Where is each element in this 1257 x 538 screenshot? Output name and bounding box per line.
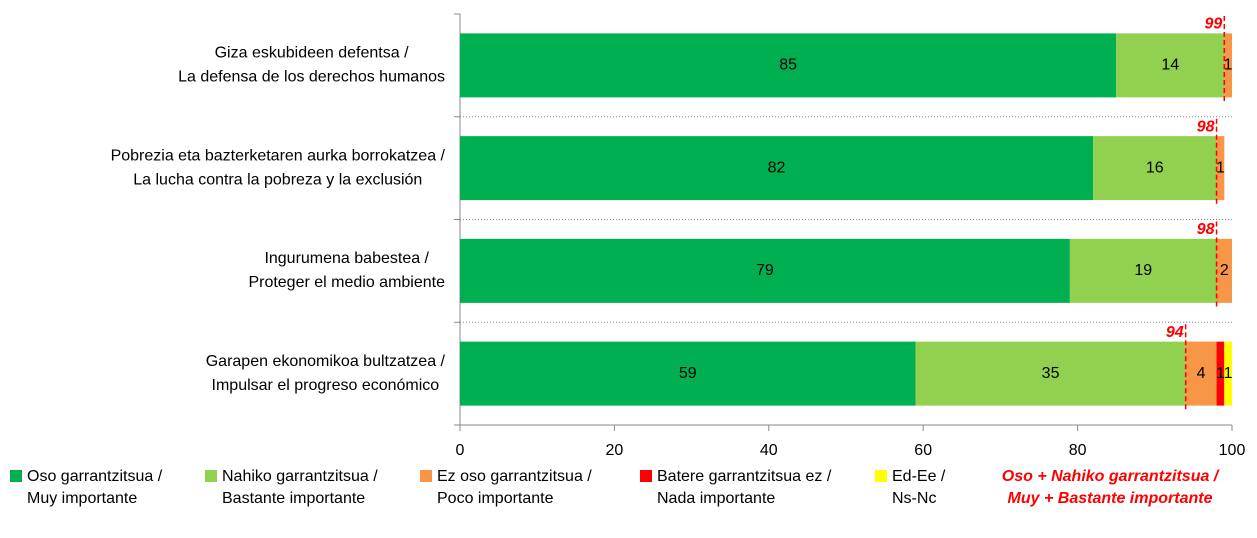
bar-segment <box>1185 341 1217 406</box>
total-label: 99 <box>1204 16 1222 33</box>
value-label: 2 <box>1220 262 1229 279</box>
bar-segment <box>1093 136 1217 201</box>
legend-label: Oso + Nahiko garrantzitsua / <box>1002 468 1220 485</box>
legend-swatch <box>875 470 887 482</box>
legend-swatch <box>420 470 432 482</box>
legend-label: Nada importante <box>657 490 775 507</box>
legend-label: Bastante importante <box>222 490 365 507</box>
x-tick-label: 60 <box>914 442 932 459</box>
legend-label: Ed-Ee / <box>892 468 946 485</box>
category-label: La defensa de los derechos humanos <box>178 69 445 86</box>
bar-segment <box>1116 33 1225 98</box>
category-label: La lucha contra la pobreza y la exclusió… <box>133 171 422 188</box>
value-label: 79 <box>756 262 774 279</box>
total-label: 98 <box>1197 221 1215 238</box>
bar-segment <box>460 238 1070 303</box>
value-label: 1 <box>1216 159 1225 176</box>
legend-swatch <box>640 470 652 482</box>
x-tick-label: 100 <box>1219 442 1246 459</box>
value-label: 19 <box>1134 262 1152 279</box>
x-tick-label: 80 <box>1069 442 1087 459</box>
value-label: 59 <box>679 365 697 382</box>
legend-label: Poco importante <box>437 490 554 507</box>
value-label: 14 <box>1161 57 1179 74</box>
value-label: 35 <box>1042 365 1060 382</box>
value-label: 16 <box>1146 159 1164 176</box>
x-tick-label: 40 <box>760 442 778 459</box>
category-label: Proteger el medio ambiente <box>248 274 445 291</box>
value-label: 82 <box>768 159 786 176</box>
bar-segment <box>1216 238 1232 303</box>
bar-segment <box>460 33 1117 98</box>
bar-segment <box>1069 238 1217 303</box>
bar-segment <box>1216 136 1225 201</box>
bar-segment <box>1224 341 1232 406</box>
x-tick-label: 0 <box>456 442 465 459</box>
legend-label: Muy + Bastante importante <box>1008 490 1213 507</box>
bar-segment <box>1216 341 1225 406</box>
legend-label: Batere garrantzitsua ez / <box>657 468 832 485</box>
legend-swatch <box>205 470 217 482</box>
bar-segment <box>915 341 1186 406</box>
x-tick-label: 20 <box>606 442 624 459</box>
bar-segment <box>1224 33 1232 98</box>
bar-segment <box>460 136 1094 201</box>
value-label: 85 <box>779 57 797 74</box>
legend-label: Muy importante <box>27 490 137 507</box>
value-label: 4 <box>1197 365 1206 382</box>
value-label: 1 <box>1224 365 1233 382</box>
total-label: 98 <box>1197 118 1215 135</box>
value-label: 1 <box>1216 365 1225 382</box>
category-label: Giza eskubideen defentsa / <box>215 45 409 62</box>
category-label: Garapen ekonomikoa bultzatzea / <box>206 353 446 370</box>
legend-label: Ns-Nc <box>892 490 936 507</box>
bar-segment <box>460 341 916 406</box>
legend-label: Nahiko garrantzitsua / <box>222 468 378 485</box>
category-label: Impulsar el progreso económico <box>212 377 440 394</box>
category-label: Pobrezia eta bazterketaren aurka borroka… <box>111 147 446 164</box>
legend-label: Ez oso garrantzitsua / <box>437 468 592 485</box>
category-label: Ingurumena babestea / <box>264 250 429 267</box>
value-label: 1 <box>1224 57 1233 74</box>
legend-swatch <box>10 470 22 482</box>
total-label: 94 <box>1166 324 1184 341</box>
legend-label: Oso garrantzitsua / <box>27 468 163 485</box>
